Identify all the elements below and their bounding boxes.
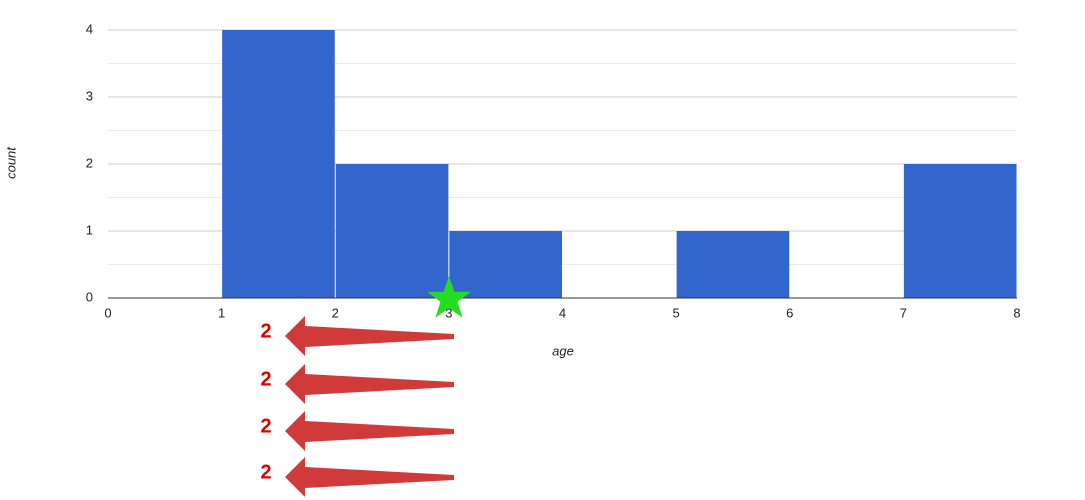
annotation-label: 2 (260, 368, 271, 390)
x-axis-title: age (552, 343, 574, 358)
annotation-label: 2 (260, 415, 271, 437)
bar (222, 30, 335, 298)
bar (903, 164, 1017, 298)
y-tick-label: 0 (86, 289, 93, 304)
annotation-label: 2 (260, 320, 271, 342)
y-tick-label: 2 (86, 155, 93, 170)
bar (676, 231, 790, 298)
x-tick-label: 7 (900, 305, 907, 320)
x-tick-label: 3 (445, 305, 452, 320)
arrow (285, 364, 454, 404)
y-tick-label: 1 (86, 222, 93, 237)
bar (335, 164, 449, 298)
arrow (285, 316, 454, 356)
bar (449, 231, 562, 298)
x-tick-label: 6 (786, 305, 793, 320)
annotation-label: 2 (260, 461, 271, 483)
y-axis-title: count (3, 146, 18, 179)
x-tick-label: 1 (218, 305, 225, 320)
star-marker (427, 276, 471, 318)
x-tick-label: 4 (559, 305, 566, 320)
y-tick-label: 3 (86, 88, 93, 103)
y-tick-label: 4 (86, 21, 93, 36)
x-tick-label: 0 (104, 305, 111, 320)
x-tick-label: 5 (673, 305, 680, 320)
arrow (285, 457, 454, 497)
x-tick-label: 2 (332, 305, 339, 320)
arrow (285, 411, 454, 451)
x-tick-label: 8 (1013, 305, 1020, 320)
